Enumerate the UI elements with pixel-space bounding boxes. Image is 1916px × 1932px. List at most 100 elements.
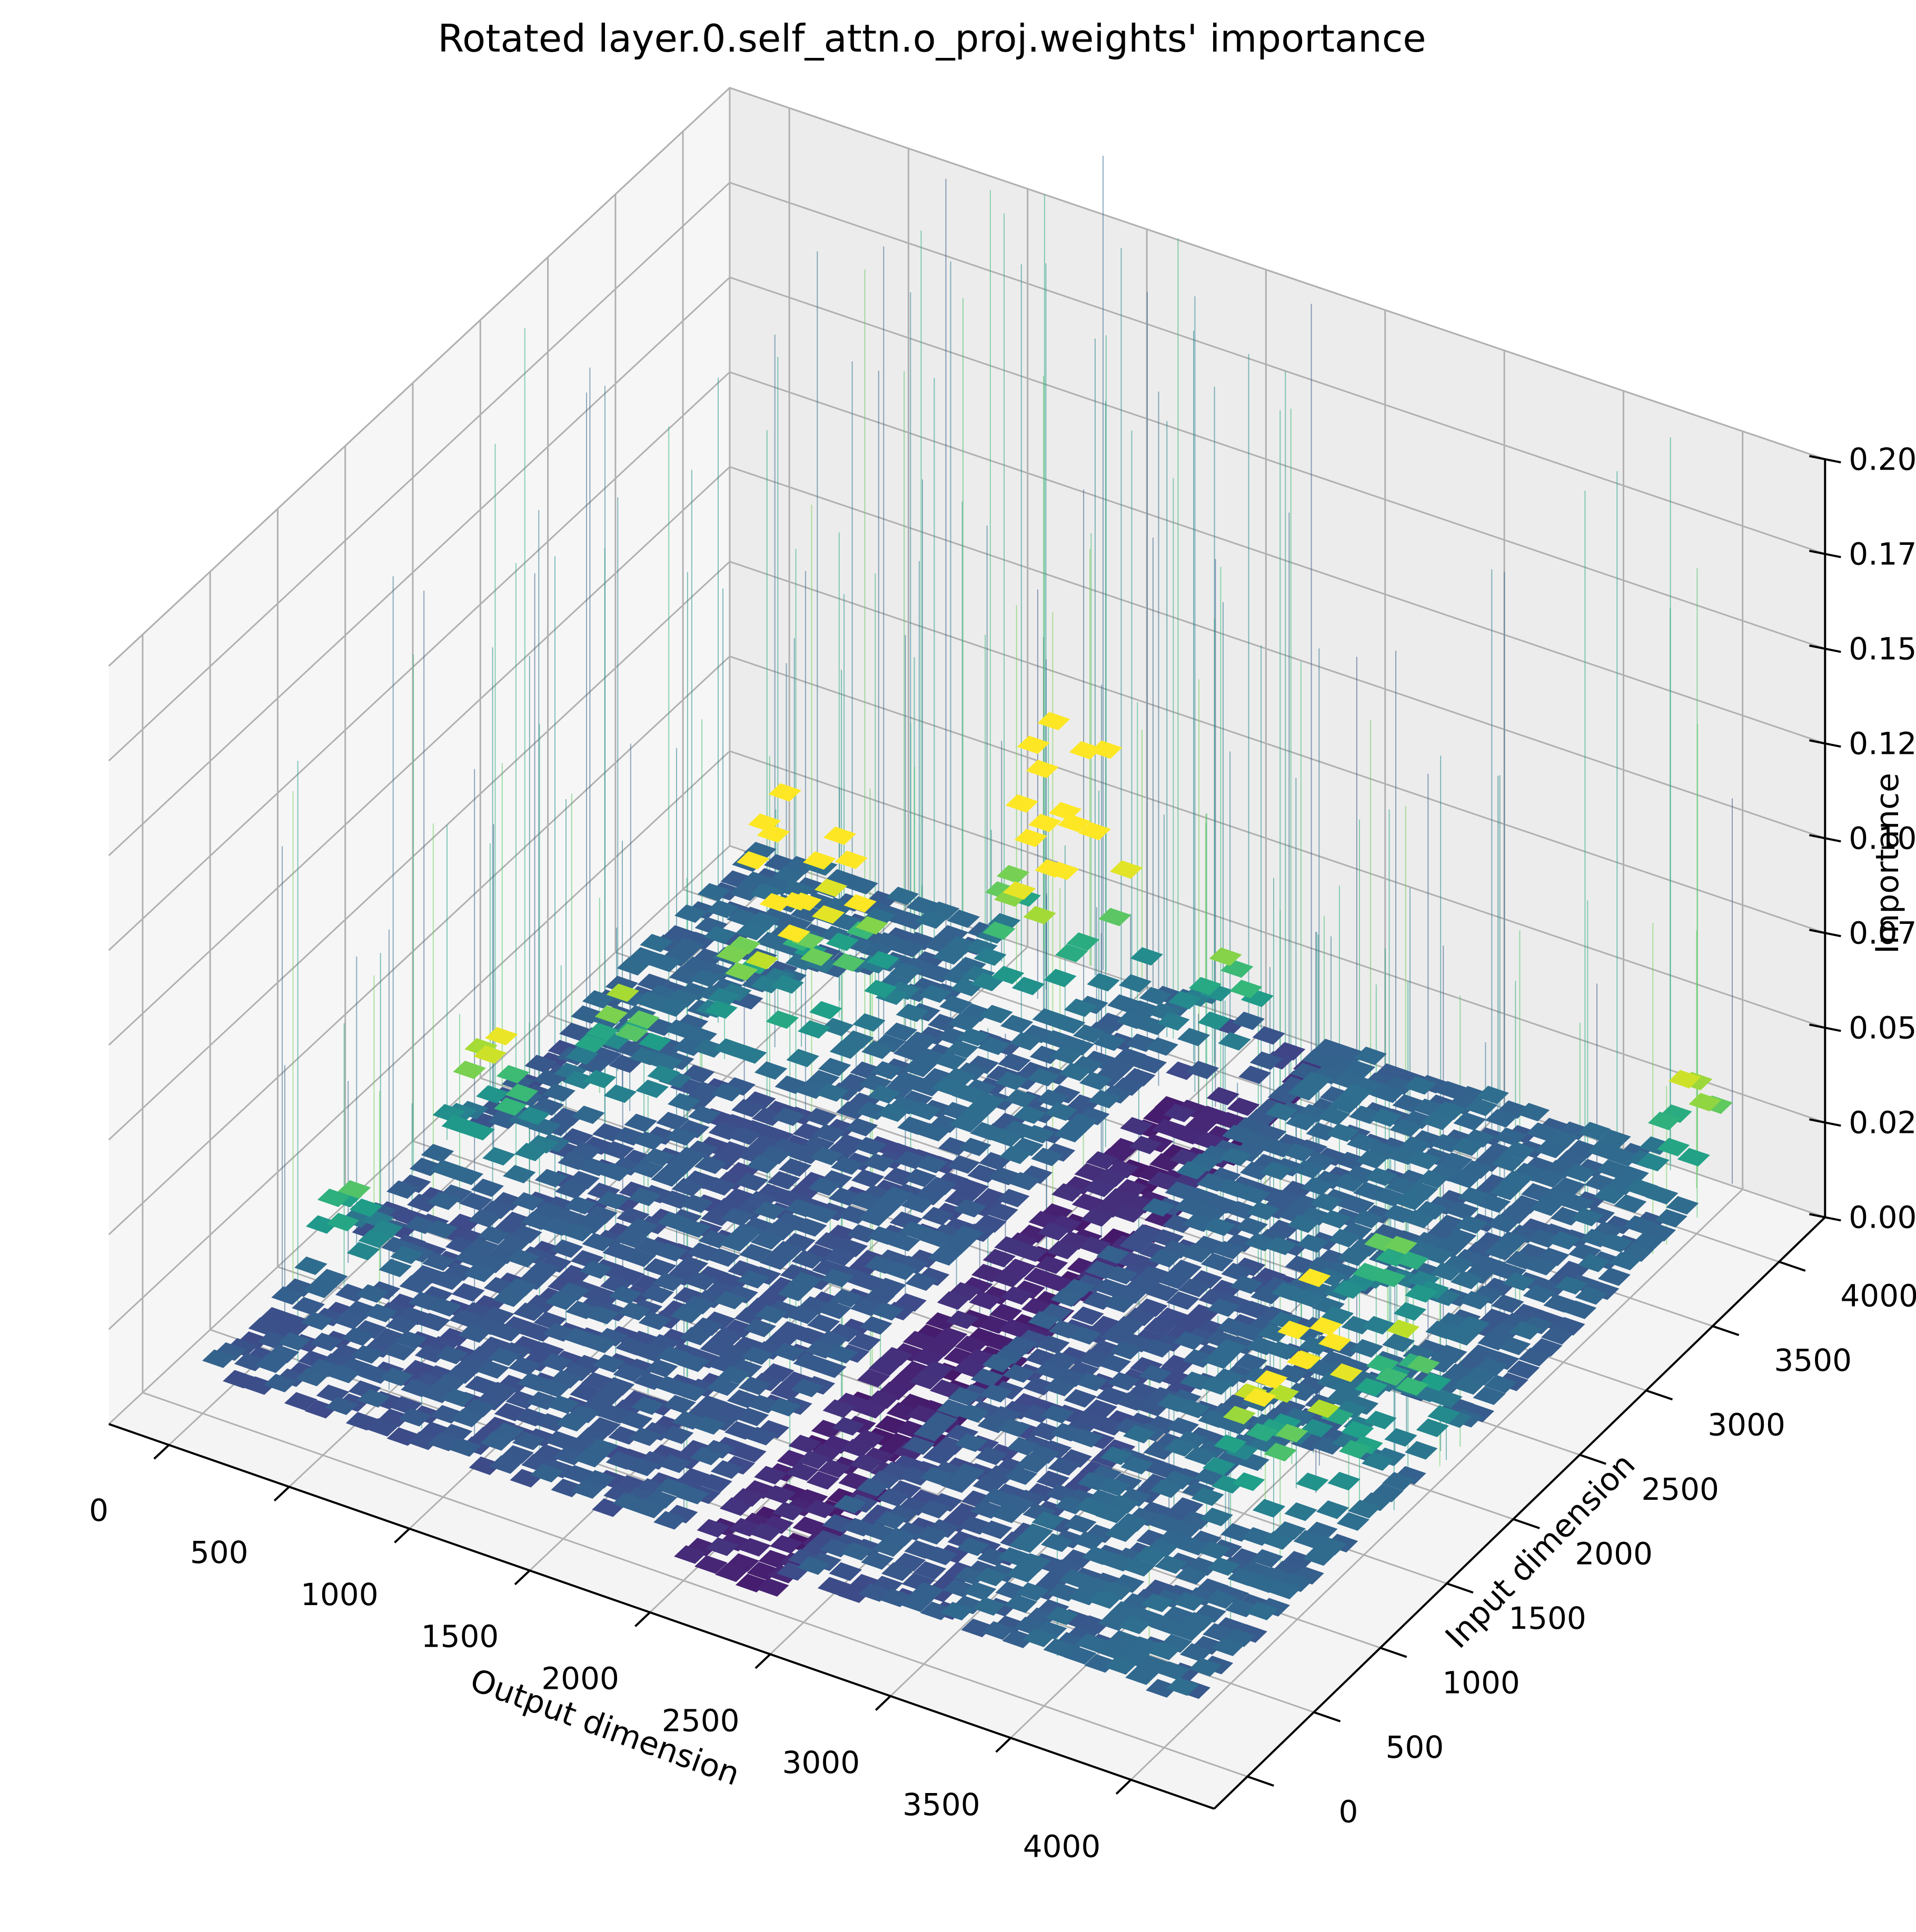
surface-cell xyxy=(615,1023,649,1042)
surface-cell xyxy=(745,951,779,970)
surface-cell xyxy=(979,1383,1013,1403)
surface-cell xyxy=(1491,1294,1524,1313)
surface-cell xyxy=(1577,1122,1611,1141)
surface-cell xyxy=(1207,1298,1240,1317)
surface-cell xyxy=(1489,1181,1522,1200)
surface-cell xyxy=(1252,1026,1285,1045)
surface-cell xyxy=(1484,1375,1517,1393)
surface-cell xyxy=(710,1460,744,1479)
surface-cell xyxy=(1041,1405,1074,1423)
surface-cell xyxy=(1055,944,1088,962)
surface-cell xyxy=(1206,1087,1239,1106)
surface-cell xyxy=(1009,1534,1042,1553)
surface-cell xyxy=(1098,1477,1131,1497)
surface-cell xyxy=(843,894,877,913)
surface-cell xyxy=(1179,1643,1213,1662)
surface-cell xyxy=(476,1360,510,1379)
surface-cell xyxy=(1355,1378,1388,1397)
surface-cell xyxy=(896,1003,929,1022)
surface-cell xyxy=(1317,1107,1351,1126)
surface-cell xyxy=(1337,1247,1370,1266)
surface-cell xyxy=(458,1324,491,1343)
surface-cell xyxy=(821,1269,854,1288)
surface-cell xyxy=(872,1538,906,1557)
surface-cell xyxy=(1262,1531,1295,1550)
surface-cell xyxy=(1031,1511,1065,1530)
surface-cell xyxy=(913,1561,947,1580)
surface-cell xyxy=(1014,829,1047,848)
x-axis-line xyxy=(108,1423,1215,1810)
surface-cell xyxy=(572,1106,605,1124)
surface-cell xyxy=(867,951,900,970)
surface-cell xyxy=(1340,1083,1373,1102)
surface-cell xyxy=(877,1488,910,1507)
surface-cell xyxy=(654,1243,688,1262)
surface-cell xyxy=(947,909,980,928)
surface-cell xyxy=(852,1013,886,1032)
surface-cell xyxy=(1212,1241,1245,1260)
y-axis-line xyxy=(1213,1216,1826,1810)
surface-cell xyxy=(814,879,848,897)
surface-cell xyxy=(1600,1233,1633,1253)
surface-cell xyxy=(1354,1047,1387,1065)
surface-cell xyxy=(303,1279,336,1298)
surface-cell xyxy=(713,1291,747,1310)
surface-cell xyxy=(1045,1102,1078,1121)
surface-cell xyxy=(916,1526,949,1545)
surface-cell xyxy=(564,1196,598,1214)
surface-cell xyxy=(1089,740,1123,759)
surface-cell xyxy=(804,1108,837,1127)
surface-cell xyxy=(631,1396,664,1415)
surface-cell xyxy=(934,1051,967,1070)
surface-cell xyxy=(1338,1440,1372,1459)
surface-cell xyxy=(1189,1658,1222,1677)
surface-cell xyxy=(385,1315,419,1334)
surface-cell xyxy=(1386,1319,1419,1338)
surface-cell xyxy=(1243,1388,1276,1407)
y-tick xyxy=(1712,1325,1740,1337)
surface-cell xyxy=(1227,1097,1260,1116)
surface-cell xyxy=(617,957,650,976)
x-tick-label: 2500 xyxy=(662,1702,740,1738)
surface-cell xyxy=(346,1242,380,1261)
surface-cell xyxy=(1180,1244,1214,1263)
surface-cell xyxy=(1326,1123,1359,1142)
surface-cell xyxy=(868,1085,901,1104)
surface-cell xyxy=(858,1208,891,1227)
surface-cell xyxy=(845,876,878,894)
surface-cell xyxy=(770,1535,803,1554)
surface-cell xyxy=(1035,859,1068,878)
surface-cell xyxy=(955,1336,988,1355)
surface-cell xyxy=(922,1446,956,1465)
surface-cell xyxy=(1184,1446,1217,1465)
surface-cell xyxy=(947,1155,980,1174)
surface-cell xyxy=(1170,1497,1204,1516)
surface-cell xyxy=(1319,1210,1352,1229)
surface-cell xyxy=(1518,1348,1551,1367)
surface-cell xyxy=(1178,1278,1211,1297)
surface-cell xyxy=(544,1430,578,1450)
surface-cell xyxy=(889,962,923,981)
x-tick xyxy=(153,1444,170,1460)
y-tick xyxy=(1247,1775,1275,1787)
surface-cell xyxy=(651,1168,684,1187)
surface-cell xyxy=(1647,1111,1681,1130)
surface-cell xyxy=(1071,1306,1104,1325)
surface-cell xyxy=(633,1131,667,1150)
surface-cell xyxy=(1125,1666,1158,1685)
surface-cell xyxy=(451,1409,484,1428)
surface-cell xyxy=(1173,1592,1206,1611)
surface-cell xyxy=(731,1099,765,1118)
surface-cell xyxy=(1645,1186,1679,1204)
surface-cell xyxy=(1405,1441,1438,1460)
surface-cell xyxy=(1564,1163,1597,1182)
surface-cell xyxy=(1002,881,1036,900)
surface-cell xyxy=(680,1194,713,1213)
surface-cell xyxy=(1416,1170,1450,1189)
surface-cell xyxy=(1636,1152,1670,1172)
surface-cell xyxy=(295,1368,329,1387)
surface-cell xyxy=(586,1306,619,1324)
surface-cell xyxy=(394,1330,428,1349)
surface-cell xyxy=(263,1373,297,1392)
surface-cell xyxy=(1197,1011,1230,1030)
